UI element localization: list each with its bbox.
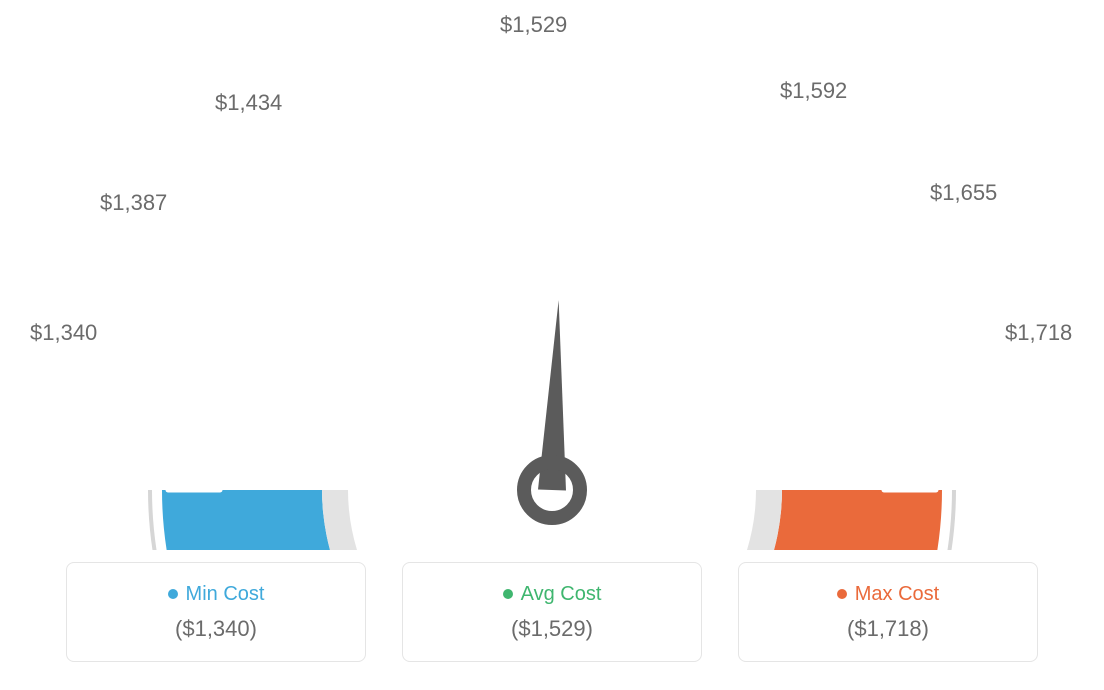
legend-card-min: Min Cost ($1,340): [66, 562, 366, 662]
gauge-chart: $1,340 $1,387 $1,434 $1,529 $1,592 $1,655 $1,7…: [0, 0, 1104, 560]
gauge-tick-label: $1,655: [930, 180, 997, 206]
dot-min-icon: [168, 589, 178, 599]
legend-card-avg: Avg Cost ($1,529): [402, 562, 702, 662]
legend-title-avg: Avg Cost: [503, 583, 602, 606]
legend-title-max: Max Cost: [837, 583, 939, 606]
legend-label-max: Max Cost: [855, 583, 939, 606]
gauge-tick-label: $1,340: [30, 320, 97, 346]
legend-value-min: ($1,340): [175, 616, 257, 642]
gauge-tick-label: $1,718: [1005, 320, 1072, 346]
legend-value-avg: ($1,529): [511, 616, 593, 642]
legend-value-max: ($1,718): [847, 616, 929, 642]
gauge-tick-label: $1,592: [780, 78, 847, 104]
gauge-tick-label: $1,529: [500, 12, 567, 38]
legend-label-min: Min Cost: [186, 583, 265, 606]
dot-max-icon: [837, 589, 847, 599]
gauge-tick-label: $1,434: [215, 90, 282, 116]
legend-title-min: Min Cost: [168, 583, 265, 606]
dot-avg-icon: [503, 589, 513, 599]
legend-card-max: Max Cost ($1,718): [738, 562, 1038, 662]
legend-row: Min Cost ($1,340) Avg Cost ($1,529) Max …: [66, 562, 1038, 662]
legend-label-avg: Avg Cost: [521, 583, 602, 606]
gauge-tick-label: $1,387: [100, 190, 167, 216]
